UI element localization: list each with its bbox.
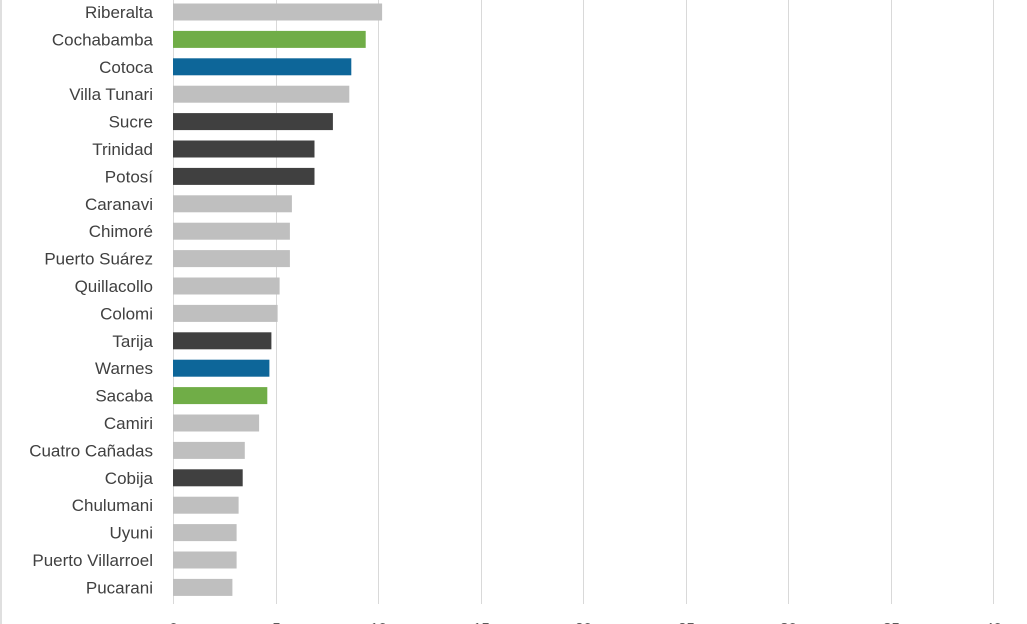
category-label: Cochabamba xyxy=(52,30,154,49)
bar xyxy=(173,113,333,131)
bar xyxy=(173,496,239,514)
bar xyxy=(173,30,366,48)
bar xyxy=(173,551,237,569)
x-tick-label: 35 xyxy=(883,620,900,624)
x-tick-label: 15 xyxy=(473,620,490,624)
category-label: Chimoré xyxy=(89,222,153,241)
bar xyxy=(173,414,260,432)
category-label: Puerto Suárez xyxy=(44,250,153,269)
x-tick-labels: 0 5 10 15 20 25 30 35 40 xyxy=(169,620,1002,624)
x-tick-label: 20 xyxy=(575,620,592,624)
category-label: Caranavi xyxy=(85,195,153,214)
category-label: Riberalta xyxy=(85,3,154,22)
bar xyxy=(173,85,350,103)
category-labels: Riberalta Cochabamba Cotoca Villa Tunari Suc… xyxy=(29,3,153,597)
bar xyxy=(173,304,278,322)
category-label: Colomi xyxy=(100,304,153,323)
bar xyxy=(173,469,243,487)
bar xyxy=(173,387,268,405)
bar xyxy=(173,277,280,295)
bar xyxy=(173,167,315,185)
x-tick-label: 30 xyxy=(780,620,797,624)
category-label: Cobija xyxy=(105,469,154,488)
bar xyxy=(173,359,270,377)
bar xyxy=(173,195,292,213)
category-label: Camiri xyxy=(104,414,153,433)
category-label: Pucarani xyxy=(86,578,153,597)
x-tick-label: 25 xyxy=(678,620,695,624)
bars xyxy=(173,3,383,596)
category-label: Cotoca xyxy=(99,58,153,77)
category-label: Trinidad xyxy=(92,140,153,159)
category-label: Puerto Villarroel xyxy=(32,551,153,570)
category-label: Sucre xyxy=(109,113,153,132)
bar xyxy=(173,332,272,350)
category-label: Cuatro Cañadas xyxy=(29,441,153,460)
bar xyxy=(173,441,245,459)
x-tick-label: 5 xyxy=(272,620,280,624)
category-label: Warnes xyxy=(95,359,153,378)
bar xyxy=(173,222,290,240)
category-label: Uyuni xyxy=(110,524,153,543)
bar xyxy=(173,524,237,542)
category-label: Villa Tunari xyxy=(69,85,153,104)
x-tick-label: 0 xyxy=(169,620,177,624)
bar xyxy=(173,3,383,21)
bar xyxy=(173,578,233,596)
bar xyxy=(173,58,352,76)
x-tick-label: 10 xyxy=(370,620,387,624)
category-label: Tarija xyxy=(112,332,153,351)
category-label: Potosí xyxy=(105,167,153,186)
category-label: Quillacollo xyxy=(75,277,153,296)
bar xyxy=(173,140,315,158)
bar xyxy=(173,250,290,268)
x-tick-label: 40 xyxy=(985,620,1002,624)
category-label: Sacaba xyxy=(95,387,153,406)
category-label: Chulumani xyxy=(72,496,153,515)
